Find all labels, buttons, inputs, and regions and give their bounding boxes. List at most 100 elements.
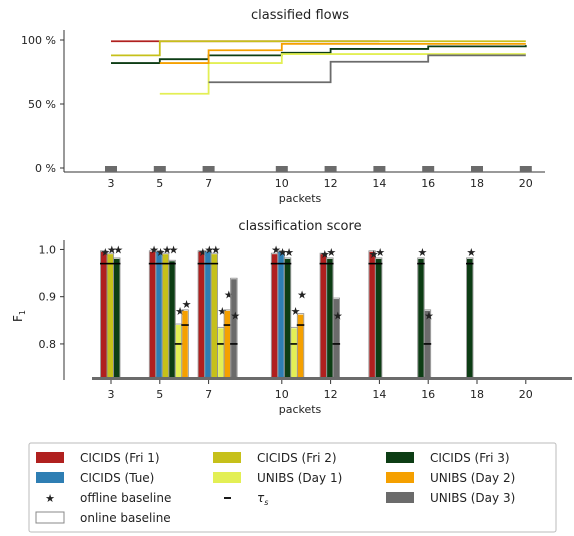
legend: CICIDS (Fri 1) CICIDS (Fri 2) CICIDS (Fri … <box>28 442 557 533</box>
bottom-x-axis-label: packets <box>279 403 322 416</box>
bar-cicids-fri-1-3 <box>101 251 107 377</box>
legend-item-offline-baseline: ★ offline baseline <box>45 491 171 505</box>
top-x-tick-label: 16 <box>421 177 435 190</box>
legend-frame <box>28 442 557 533</box>
offline-baseline-star: ★ <box>466 246 476 259</box>
legend-swatch <box>213 472 241 483</box>
bar-cicids-fri-1-12 <box>320 254 327 377</box>
bottom-x-ticks: 3 5 7 10 12 14 16 18 20 <box>108 380 533 401</box>
offline-baseline-star: ★ <box>169 243 179 256</box>
offline-baseline-star: ★ <box>326 246 336 259</box>
bar-unibs-day-2-5 <box>182 310 188 377</box>
offline-baseline-star: ★ <box>418 246 428 259</box>
legend-swatch <box>386 472 414 483</box>
bottom-y-ticks: 0.8 0.9 1.0 <box>39 243 64 351</box>
top-series-lines <box>111 40 527 95</box>
offline-baseline-star: ★ <box>100 246 110 259</box>
bar-unibs-day-3-12 <box>333 299 340 377</box>
offline-baseline-star: ★ <box>271 243 281 256</box>
bar-unibs-day-3-7 <box>231 279 237 377</box>
top-x-tick-marker <box>153 166 166 172</box>
bar-cicids-fri-3-10 <box>284 258 291 377</box>
offline-baseline-star: ★ <box>156 246 166 259</box>
top-x-tick-marker <box>519 166 532 172</box>
top-x-tick-label: 3 <box>108 177 115 190</box>
offline-baseline-star: ★ <box>369 248 379 261</box>
top-x-axis-label: packets <box>279 192 322 205</box>
offline-baseline-star: ★ <box>211 243 221 256</box>
offline-baseline-star: ★ <box>198 246 208 259</box>
bottom-bars: ★★★ ★★★★★★★★★★★★★★★★★★★★★★ ★★★ <box>100 243 476 378</box>
classified-flows-panel: classified flows 0 % 50 % 100 % 3 5 7 10 12 14 1… <box>21 8 545 205</box>
legend-item-unibs-day-3: UNIBS (Day 3) <box>386 491 515 505</box>
bar-cicids-fri-3-18 <box>467 258 473 377</box>
bar-cicids-fri-2-5 <box>162 254 169 377</box>
bar-unibs-day-2-10 <box>297 314 304 377</box>
line-unibs-day-2 <box>159 42 526 64</box>
top-x-tick-marker <box>275 166 288 172</box>
offline-baseline-star: ★ <box>204 243 214 256</box>
offline-baseline-star: ★ <box>149 243 159 256</box>
offline-baseline-star: ★ <box>182 298 192 311</box>
legend-item-cicids-fri-2: CICIDS (Fri 2) <box>213 451 337 465</box>
bar-cicids-fri-1-5 <box>149 251 156 377</box>
legend-item-cicids-fri-1: CICIDS (Fri 1) <box>36 451 160 465</box>
offline-baseline-star: ★ <box>284 246 294 259</box>
bottom-x-tick-label: 14 <box>372 388 386 401</box>
offline-baseline-star: ★ <box>278 246 288 259</box>
top-y-tick-label: 0 % <box>35 162 56 175</box>
top-x-tick-label: 12 <box>324 177 338 190</box>
top-x-tick-marker <box>373 166 386 172</box>
line-cicids-fri-2 <box>111 40 526 57</box>
bottom-y-tick-label: 0.9 <box>39 291 57 304</box>
top-x-tick-label: 20 <box>519 177 533 190</box>
legend-item-cicids-tue: CICIDS (Tue) <box>36 471 154 485</box>
bottom-x-tick-label: 18 <box>470 388 484 401</box>
bottom-y-tick-label: 0.8 <box>39 338 57 351</box>
bar-cicids-fri-1-10 <box>271 254 278 377</box>
offline-baseline-star: ★ <box>230 310 240 323</box>
top-y-tick-label: 50 % <box>28 98 56 111</box>
top-x-tick-label: 14 <box>372 177 386 190</box>
legend-label: CICIDS (Tue) <box>80 471 154 485</box>
top-x-tick-marker <box>471 166 483 172</box>
top-x-tick-label: 5 <box>156 177 163 190</box>
offline-baseline-star: ★ <box>320 248 330 261</box>
top-chart-title: classified flows <box>251 8 349 23</box>
legend-label: CICIDS (Fri 3) <box>430 451 510 465</box>
legend-label: CICIDS (Fri 2) <box>257 451 337 465</box>
star-icon: ★ <box>45 492 55 505</box>
bar-unibs-day-1-7 <box>218 328 224 377</box>
bar-cicids-fri-3-5 <box>169 261 175 377</box>
bar-cicids-fri-1-14 <box>369 251 375 377</box>
offline-baseline-star: ★ <box>424 310 434 323</box>
top-x-tick-marker <box>422 166 435 172</box>
top-x-ticks: 3 5 7 10 12 14 16 18 20 <box>105 166 533 190</box>
bottom-x-baseline-band <box>92 377 572 380</box>
bottom-x-tick-label: 10 <box>275 388 289 401</box>
legend-swatch <box>35 511 65 524</box>
legend-label: UNIBS (Day 2) <box>430 471 515 485</box>
legend-label: UNIBS (Day 1) <box>257 471 342 485</box>
legend-label: τs <box>257 491 268 507</box>
bottom-x-tick-label: 20 <box>519 388 533 401</box>
bar-cicids-tue-5 <box>156 251 162 377</box>
legend-swatch <box>36 472 64 483</box>
top-x-tick-label: 7 <box>205 177 212 190</box>
legend-swatch <box>213 452 241 463</box>
legend-item-cicids-fri-3: CICIDS (Fri 3) <box>386 451 510 465</box>
offline-baseline-star: ★ <box>333 310 343 323</box>
bar-cicids-fri-1-7 <box>198 251 205 377</box>
line-cicids-fri-3 <box>111 45 527 64</box>
bottom-x-tick-label: 16 <box>421 388 435 401</box>
top-x-tick-label: 18 <box>470 177 484 190</box>
legend-label: offline baseline <box>80 491 171 505</box>
bar-cicids-fri-2-3 <box>107 254 113 377</box>
legend-swatch <box>386 452 414 463</box>
offline-baseline-star: ★ <box>375 246 385 259</box>
top-x-tick-marker <box>324 166 337 172</box>
bar-unibs-day-1-5 <box>175 325 182 377</box>
offline-baseline-star: ★ <box>224 288 234 301</box>
offline-baseline-star: ★ <box>297 288 307 301</box>
